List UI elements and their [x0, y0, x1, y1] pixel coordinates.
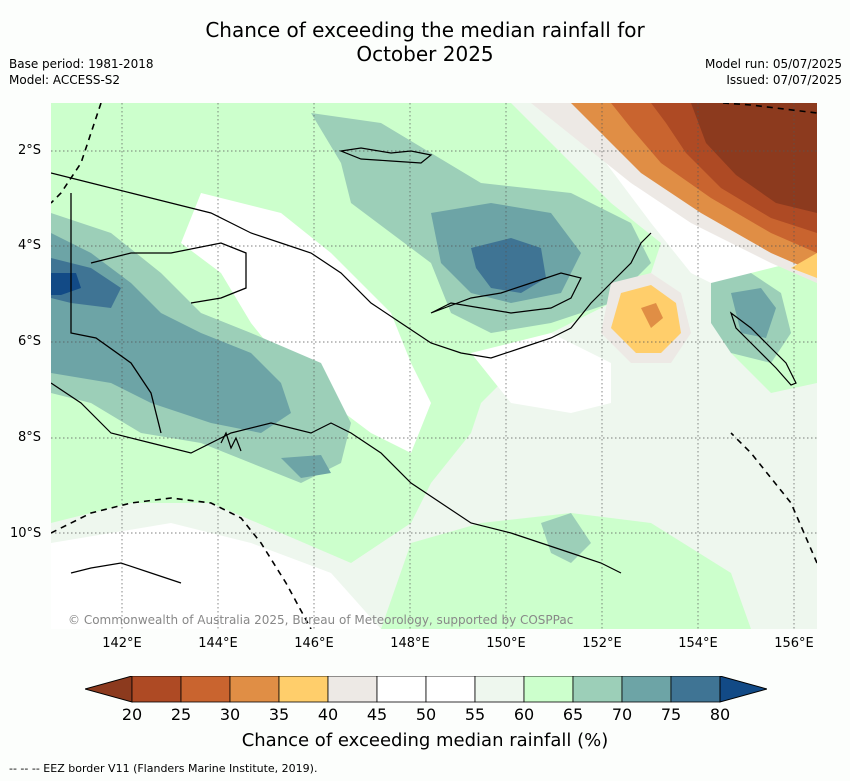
lat-label-6s: 6°S — [18, 334, 42, 349]
colorbar-cell-6 — [425, 676, 476, 703]
title-line-1: Chance of exceeding the median rainfall … — [205, 18, 645, 42]
zone-70-75-east — [731, 288, 776, 338]
colorbar-left-arrow — [85, 676, 133, 703]
lon-label-152e: 152°E — [582, 636, 622, 651]
lat-label-2s: 2°S — [18, 143, 42, 158]
colorbar-cell-5 — [376, 676, 427, 703]
colorbar-tick-20: 20 — [121, 705, 143, 724]
colorbar-tick-75: 75 — [660, 705, 682, 724]
colorbar — [85, 676, 767, 703]
colorbar-cells — [131, 676, 721, 703]
lat-label-4s: 4°S — [18, 238, 42, 253]
colorbar-cell-4 — [327, 676, 378, 703]
colorbar-tick-55: 55 — [464, 705, 486, 724]
zone-35-40-ne-2 — [791, 253, 817, 278]
borders — [70, 193, 247, 434]
coastlines — [51, 147, 797, 584]
colorbar-cell-0 — [131, 676, 182, 703]
zone-20-25-ne — [691, 103, 817, 213]
zone-60-65-south — [381, 513, 751, 629]
lon-label-156e: 156°E — [774, 636, 814, 651]
zone-45-55-south — [51, 523, 381, 629]
lat-label-10s: 10°S — [10, 526, 42, 541]
zone-45-55-central — [181, 193, 431, 453]
zone-35-40-spot — [611, 285, 681, 353]
lon-label-142e: 142°E — [102, 636, 142, 651]
colorbar-cell-8 — [523, 676, 574, 703]
eez-borders — [51, 103, 817, 629]
colorbar-right-arrow — [719, 676, 767, 703]
zone-65-70-se — [541, 513, 591, 563]
colorbar-tick-50: 50 — [415, 705, 437, 724]
lat-label-8s: 8°S — [18, 430, 42, 445]
lon-label-154e: 154°E — [678, 636, 718, 651]
colorbar-title: Chance of exceeding median rainfall (%) — [241, 730, 609, 751]
issued-date: Issued: 07/07/2025 — [726, 73, 842, 87]
colorbar-tick-30: 30 — [219, 705, 241, 724]
colorbar-cell-11 — [670, 676, 721, 703]
colorbar-tick-70: 70 — [611, 705, 633, 724]
colorbar-tick-60: 60 — [513, 705, 535, 724]
lon-label-146e: 146°E — [294, 636, 334, 651]
map-title: Chance of exceeding the median rainfall … — [0, 18, 850, 66]
meta-left: Base period: 1981-2018 Model: ACCESS-S2 — [9, 56, 154, 88]
colorbar-tick-40: 40 — [317, 705, 339, 724]
colorbar-cell-9 — [572, 676, 623, 703]
colorbar-cell-3 — [278, 676, 329, 703]
meta-right: Model run: 05/07/2025 Issued: 07/07/2025 — [705, 56, 842, 88]
model-run: Model run: 05/07/2025 — [704, 57, 842, 71]
zone-75-80-west — [51, 258, 121, 308]
copyright-notice: © Commonwealth of Australia 2025, Bureau… — [68, 613, 574, 627]
rainfall-map: © Commonwealth of Australia 2025, Bureau… — [51, 103, 817, 629]
colorbar-cell-10 — [621, 676, 672, 703]
colorbar-tick-25: 25 — [170, 705, 192, 724]
lon-label-148e: 148°E — [390, 636, 430, 651]
lon-label-150e: 150°E — [486, 636, 526, 651]
zone-80-plus — [51, 273, 81, 295]
colorbar-tick-65: 65 — [562, 705, 584, 724]
title-line-2: October 2025 — [356, 42, 494, 66]
colorbar-cell-2 — [229, 676, 280, 703]
eez-footnote: -- -- -- EEZ border V11 (Flanders Marine… — [9, 762, 318, 775]
zone-30-35-spot — [641, 303, 663, 328]
lon-label-144e: 144°E — [198, 636, 238, 651]
colorbar-tick-80: 80 — [709, 705, 731, 724]
zone-75-80-north — [471, 238, 546, 293]
base-period: Base period: 1981-2018 — [9, 57, 154, 71]
colorbar-tick-45: 45 — [366, 705, 388, 724]
colorbar-cell-7 — [474, 676, 525, 703]
map-canvas — [51, 103, 817, 629]
model-name: Model: ACCESS-S2 — [9, 73, 121, 87]
colorbar-tick-35: 35 — [268, 705, 290, 724]
colorbar-cell-1 — [180, 676, 231, 703]
zone-70-75-south — [281, 455, 331, 478]
